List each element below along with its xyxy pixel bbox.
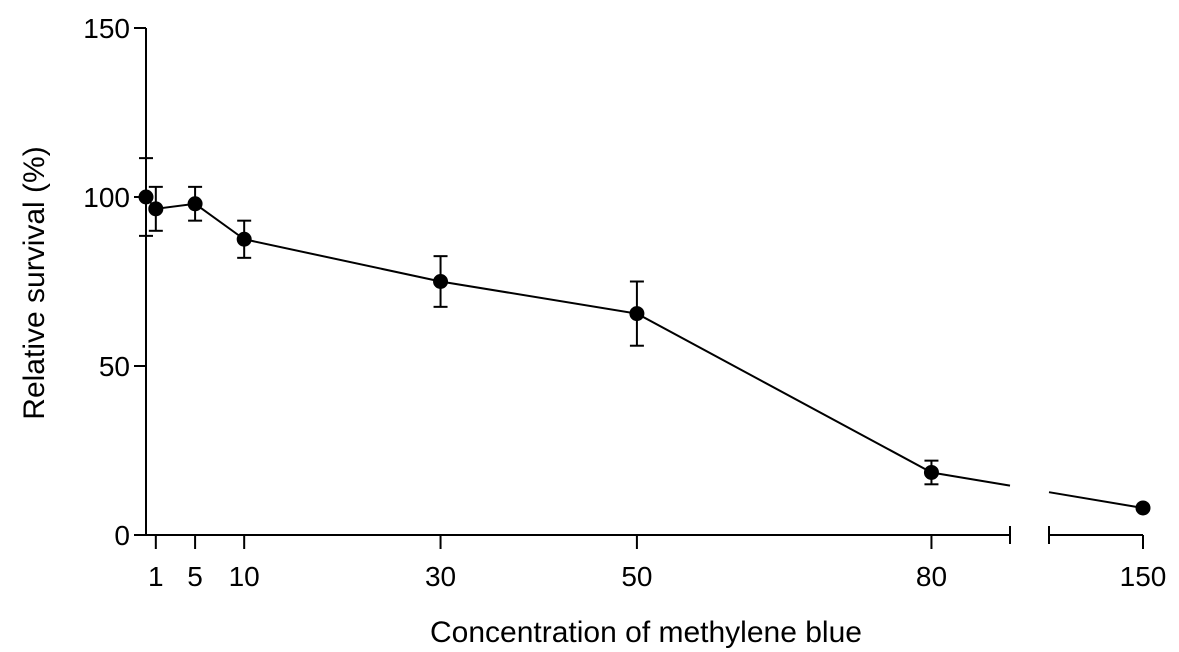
series-line-to-break [931, 471, 1011, 487]
series-line-after-break [1048, 491, 1144, 509]
data-point [1135, 500, 1151, 516]
series-line [145, 196, 1144, 509]
data-point [923, 464, 939, 480]
data-point [187, 196, 203, 212]
data-point [236, 231, 252, 247]
axes [145, 28, 1143, 544]
data-point [148, 201, 164, 217]
error-bars [139, 157, 939, 486]
series-line-segment [145, 196, 932, 474]
x-tick-label: 150 [1120, 561, 1167, 592]
x-tick-label: 1 [148, 561, 164, 592]
y-tick-label: 100 [83, 182, 130, 213]
x-tick-label: 50 [621, 561, 652, 592]
x-tick-label: 10 [229, 561, 260, 592]
data-point [138, 189, 154, 205]
ticks: 0 50 100 150 1 5 10 30 50 80 150 [83, 13, 1166, 592]
data-point [433, 274, 449, 289]
x-axis-title: Concentration of methylene blue [430, 616, 862, 649]
x-tick-label: 30 [425, 561, 456, 592]
x-tick-label: 5 [187, 561, 203, 592]
x-tick-label: 80 [916, 561, 947, 592]
data-point [629, 306, 645, 322]
y-tick-label: 50 [99, 351, 130, 382]
y-tick-label: 150 [83, 13, 130, 44]
y-tick-label: 0 [114, 520, 130, 551]
data-points [138, 189, 1151, 516]
y-axis-title: Relative survival (%) [18, 146, 51, 419]
